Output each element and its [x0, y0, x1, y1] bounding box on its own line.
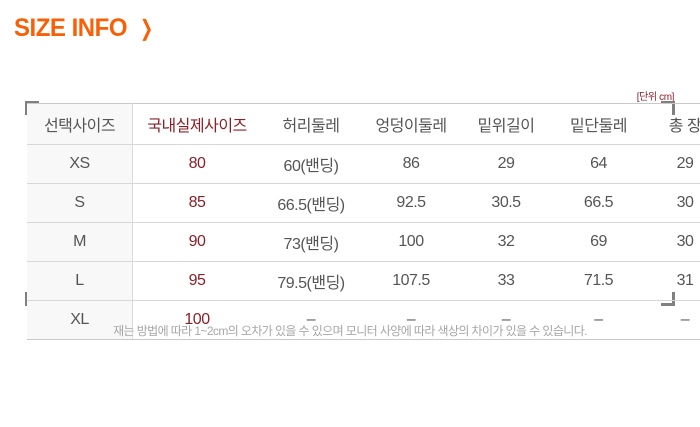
measurement-disclaimer: 재는 방법에 따라 1~2cm의 오차가 있을 수 있으며 모니터 사양에 따라… — [113, 324, 587, 338]
cell-domestic-size: 95 — [132, 261, 261, 301]
cell-hem: 69 — [551, 222, 646, 262]
size-table: 선택사이즈 국내실제사이즈 허리둘레 엉덩이둘레 밑위길이 밑단둘레 총 장 X… — [27, 103, 700, 340]
column-header-total-length: 총 장 — [646, 103, 700, 145]
table-row: L 95 79.5(밴딩) 107.5 33 71.5 31 — [27, 261, 700, 301]
cell-total-length: 30 — [646, 222, 700, 262]
size-table-head: 선택사이즈 국내실제사이즈 허리둘레 엉덩이둘레 밑위길이 밑단둘레 총 장 — [27, 103, 700, 145]
cell-hem: 66.5 — [551, 183, 646, 223]
page-title: SIZE INFO — [14, 14, 128, 42]
table-row: S 85 66.5(밴딩) 92.5 30.5 66.5 30 — [27, 183, 700, 223]
column-header-hip: 엉덩이둘레 — [361, 103, 461, 145]
column-header-rise: 밑위길이 — [461, 103, 551, 145]
cell-total-length: 30 — [646, 183, 700, 223]
cell-waist: 60(밴딩) — [261, 144, 361, 184]
cell-waist: 66.5(밴딩) — [261, 183, 361, 223]
cell-hem: 64 — [551, 144, 646, 184]
cell-domestic-size: 80 — [132, 144, 261, 184]
column-header-select-size: 선택사이즈 — [27, 103, 133, 145]
cell-select-size: L — [27, 261, 133, 301]
size-info-heading: SIZE INFO ❯ — [14, 16, 157, 41]
cell-select-size: M — [27, 222, 133, 262]
table-row: XS 80 60(밴딩) 86 29 64 29 — [27, 144, 700, 184]
cell-hip: 86 — [361, 144, 461, 184]
cell-total-length: – — [646, 300, 700, 340]
column-header-domestic-size: 국내실제사이즈 — [132, 103, 261, 145]
cell-hip: 92.5 — [361, 183, 461, 223]
cell-hem: – — [551, 300, 646, 340]
cell-hip: – — [361, 300, 461, 340]
table-row: M 90 73(밴딩) 100 32 69 30 — [27, 222, 700, 262]
cell-waist: – — [261, 300, 361, 340]
cell-hip: 100 — [361, 222, 461, 262]
cell-waist: 79.5(밴딩) — [261, 261, 361, 301]
cell-rise: 29 — [461, 144, 551, 184]
size-table-body: XS 80 60(밴딩) 86 29 64 29 S 85 66.5(밴딩) 9… — [27, 144, 700, 340]
cell-select-size: S — [27, 183, 133, 223]
cell-rise: 33 — [461, 261, 551, 301]
cell-select-size: XL — [27, 300, 133, 340]
cell-select-size: XS — [27, 144, 133, 184]
cell-domestic-size: 85 — [132, 183, 261, 223]
size-table-container: 선택사이즈 국내실제사이즈 허리둘레 엉덩이둘레 밑위길이 밑단둘레 총 장 X… — [27, 103, 700, 340]
cell-domestic-size: 100 — [132, 300, 261, 340]
cell-hem: 71.5 — [551, 261, 646, 301]
cell-hip: 107.5 — [361, 261, 461, 301]
cell-rise: 30.5 — [461, 183, 551, 223]
cell-rise: 32 — [461, 222, 551, 262]
chevron-right-icon: ❯ — [139, 16, 153, 41]
unit-label: [단위 cm] — [636, 92, 675, 103]
cell-waist: 73(밴딩) — [261, 222, 361, 262]
cell-rise: – — [461, 300, 551, 340]
table-header-row: 선택사이즈 국내실제사이즈 허리둘레 엉덩이둘레 밑위길이 밑단둘레 총 장 — [27, 103, 700, 145]
column-header-hem: 밑단둘레 — [551, 103, 646, 145]
cell-total-length: 29 — [646, 144, 700, 184]
column-header-waist: 허리둘레 — [261, 103, 361, 145]
table-row: XL 100 – – – – – — [27, 300, 700, 340]
cell-domestic-size: 90 — [132, 222, 261, 262]
cell-total-length: 31 — [646, 261, 700, 301]
